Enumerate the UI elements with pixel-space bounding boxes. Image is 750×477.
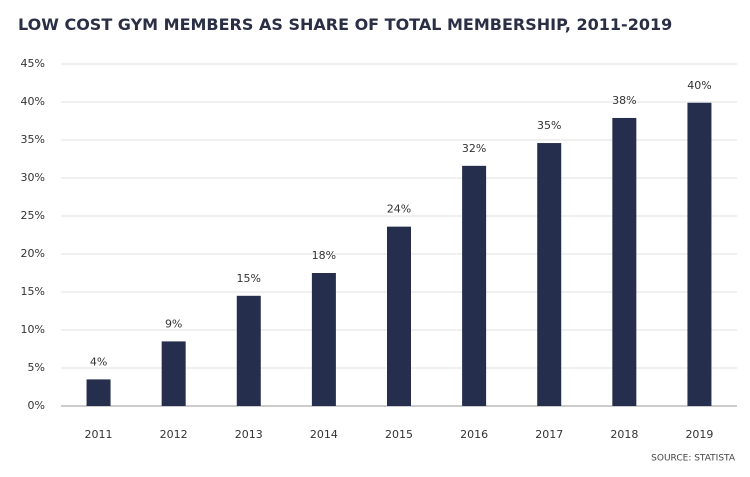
y-tick-label: 30%: [21, 171, 45, 184]
bar: [687, 102, 712, 406]
value-label: 32%: [462, 142, 486, 155]
x-tick-label: 2019: [685, 428, 713, 441]
value-label: 35%: [537, 119, 561, 132]
y-tick-label: 15%: [21, 285, 45, 298]
y-tick-label: 0%: [28, 399, 45, 412]
value-label: 9%: [165, 317, 182, 330]
x-tick-label: 2013: [235, 428, 263, 441]
y-tick-label: 10%: [21, 323, 45, 336]
bar: [612, 117, 637, 407]
x-tick-label: 2018: [610, 428, 638, 441]
x-tick-label: 2016: [460, 428, 488, 441]
value-label: 38%: [612, 94, 636, 107]
bar: [537, 143, 562, 407]
y-tick-label: 25%: [21, 209, 45, 222]
bar: [86, 379, 111, 406]
bar: [161, 341, 186, 406]
x-tick-label: 2012: [160, 428, 188, 441]
value-label: 4%: [90, 355, 107, 368]
y-tick-label: 5%: [28, 361, 45, 374]
bar: [236, 295, 261, 406]
chart-title: LOW COST GYM MEMBERS AS SHARE OF TOTAL M…: [18, 15, 672, 34]
x-tick-label: 2011: [85, 428, 113, 441]
y-tick-label: 45%: [21, 57, 45, 70]
y-tick-label: 40%: [21, 95, 45, 108]
bar: [311, 273, 336, 406]
bar: [387, 226, 411, 406]
x-tick-label: 2015: [385, 428, 413, 441]
value-label: 15%: [237, 272, 261, 285]
y-tick-label: 20%: [21, 247, 45, 260]
value-label: 24%: [387, 203, 411, 216]
y-tick-label: 35%: [21, 133, 45, 146]
value-label: 18%: [312, 249, 336, 262]
x-tick-label: 2017: [535, 428, 563, 441]
x-tick-label: 2014: [310, 428, 338, 441]
value-label: 40%: [687, 79, 711, 92]
source: SOURCE: STATISTA: [651, 454, 736, 464]
bar: [462, 165, 487, 406]
